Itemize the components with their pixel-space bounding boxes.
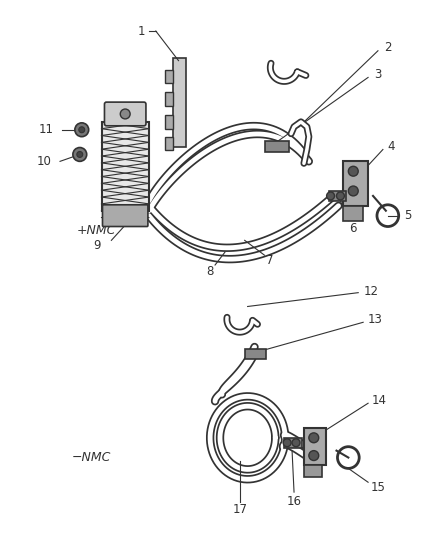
Circle shape xyxy=(292,439,300,447)
Circle shape xyxy=(75,123,88,136)
Circle shape xyxy=(283,439,291,447)
Circle shape xyxy=(79,127,85,133)
Circle shape xyxy=(73,148,87,161)
Bar xyxy=(165,69,173,83)
Circle shape xyxy=(348,186,358,196)
Text: 12: 12 xyxy=(364,285,378,298)
Circle shape xyxy=(327,192,335,200)
Circle shape xyxy=(77,151,83,157)
FancyBboxPatch shape xyxy=(105,102,146,126)
Text: 7: 7 xyxy=(265,254,273,266)
Circle shape xyxy=(348,166,358,176)
Bar xyxy=(304,428,325,465)
Bar xyxy=(165,136,173,150)
Text: 13: 13 xyxy=(367,313,382,326)
Text: 10: 10 xyxy=(37,155,52,168)
Text: 14: 14 xyxy=(371,394,386,407)
FancyBboxPatch shape xyxy=(102,205,148,227)
Text: −NMC: −NMC xyxy=(72,451,111,464)
Bar xyxy=(173,58,187,147)
Text: 16: 16 xyxy=(286,496,301,508)
Text: +NMC: +NMC xyxy=(77,224,116,237)
Bar xyxy=(343,206,363,221)
Bar xyxy=(165,92,173,106)
Circle shape xyxy=(120,109,130,119)
Text: 6: 6 xyxy=(350,222,357,235)
Text: 3: 3 xyxy=(374,68,381,81)
Bar xyxy=(328,191,346,201)
Text: 17: 17 xyxy=(232,503,247,516)
Circle shape xyxy=(309,450,319,461)
Bar xyxy=(284,438,302,448)
Circle shape xyxy=(309,433,319,443)
Text: 5: 5 xyxy=(404,209,411,222)
Text: 1: 1 xyxy=(137,25,145,37)
Bar xyxy=(265,141,289,152)
Bar xyxy=(343,161,368,206)
Text: 2: 2 xyxy=(384,42,392,54)
Text: 4: 4 xyxy=(387,140,395,153)
Bar xyxy=(245,349,266,359)
Text: 8: 8 xyxy=(206,265,214,278)
Bar xyxy=(102,122,149,211)
Text: 9: 9 xyxy=(93,239,100,252)
Bar xyxy=(304,465,321,477)
Circle shape xyxy=(336,192,344,200)
Text: 11: 11 xyxy=(39,123,54,136)
Text: 15: 15 xyxy=(371,481,385,494)
Bar xyxy=(165,115,173,129)
